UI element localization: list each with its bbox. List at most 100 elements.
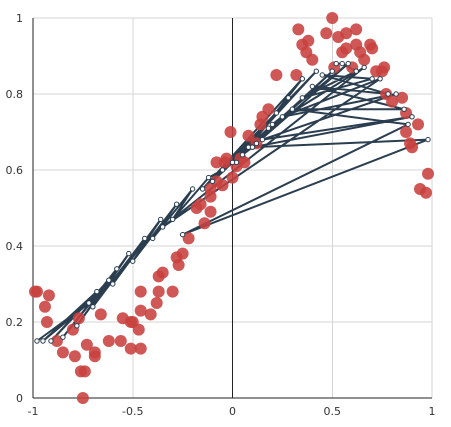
- scatter-point: [94, 308, 107, 321]
- curve-marker: [385, 91, 391, 97]
- curve-marker: [239, 152, 246, 158]
- scatter-point: [216, 179, 229, 192]
- curve-marker: [199, 186, 206, 192]
- scatter-point: [386, 95, 399, 108]
- scatter-point: [124, 342, 137, 355]
- curve-marker: [34, 338, 40, 344]
- x-tick-label: -1: [28, 405, 39, 418]
- curve-marker: [401, 106, 407, 112]
- scatter-point: [50, 335, 63, 347]
- scatter-point: [262, 103, 275, 116]
- curve-marker: [157, 216, 164, 223]
- scatter-point: [306, 53, 319, 66]
- scatter-point: [340, 27, 353, 40]
- scatter-point: [150, 297, 163, 309]
- scatter-point: [358, 53, 371, 66]
- scatter-point: [326, 12, 339, 24]
- curve-marker: [150, 235, 156, 242]
- x-tick-label: 0.5: [324, 405, 342, 418]
- curve-marker: [86, 300, 92, 306]
- y-tick-label: 1: [16, 12, 23, 25]
- curve-marker: [409, 114, 415, 120]
- curve-marker: [94, 288, 100, 295]
- curve-marker: [142, 235, 148, 242]
- curve-marker: [106, 277, 112, 283]
- curve-marker: [126, 250, 132, 257]
- curve-marker: [329, 68, 335, 74]
- curve-marker: [405, 121, 411, 128]
- curve-marker: [110, 281, 116, 287]
- scatter-point: [134, 342, 147, 355]
- scatter-point: [400, 126, 413, 138]
- curve-marker: [219, 167, 226, 173]
- x-tick-label: 0: [229, 405, 236, 418]
- scatter-point: [176, 247, 189, 260]
- scatter-point: [350, 23, 363, 36]
- curve-marker: [313, 68, 319, 74]
- scatter-point: [114, 335, 127, 347]
- curve-marker: [229, 159, 236, 166]
- curve-marker: [205, 174, 212, 181]
- scatter-point: [302, 34, 315, 47]
- scatter-point: [80, 338, 93, 351]
- scatter-point: [72, 312, 85, 325]
- scatter-point: [270, 69, 283, 81]
- curve-marker: [189, 186, 196, 192]
- scatter-point: [224, 126, 237, 138]
- scatter-point: [204, 205, 217, 218]
- x-axis-ticks: -1 -0.5 0 0.5 1: [28, 405, 436, 418]
- scatter-point: [40, 316, 53, 328]
- curve-marker: [353, 68, 359, 74]
- scatter-series: [28, 12, 435, 404]
- scatter-point: [88, 346, 101, 359]
- scatter-point: [340, 42, 353, 55]
- curve-marker: [361, 64, 367, 71]
- y-tick-label: 0.6: [6, 164, 24, 177]
- curve-marker: [74, 323, 80, 329]
- curve-marker: [253, 140, 260, 147]
- curve-marker: [265, 125, 272, 131]
- scatter-point: [134, 285, 147, 298]
- curve-marker: [319, 72, 325, 78]
- scatter-point: [76, 392, 89, 404]
- curve-marker: [393, 91, 399, 97]
- y-axis-ticks: 0 0.2 0.4 0.6 0.8 1: [6, 12, 24, 405]
- scatter-point: [78, 365, 91, 378]
- scatter-point: [152, 285, 165, 298]
- y-tick-label: 0.2: [6, 316, 24, 329]
- curve-marker: [333, 60, 339, 67]
- scatter-point: [378, 61, 391, 74]
- x-tick-label: 1: [429, 405, 436, 418]
- scatter-point: [420, 186, 433, 199]
- scatter-point: [366, 42, 379, 55]
- scatter-point: [396, 91, 409, 104]
- scatter-point: [30, 285, 43, 298]
- y-tick-label: 0.4: [6, 240, 24, 253]
- curve-marker: [345, 60, 351, 67]
- scatter-point: [194, 198, 207, 211]
- curve-marker: [179, 231, 186, 238]
- scatter-point: [292, 23, 305, 36]
- axes: [32, 18, 432, 399]
- curve-marker: [40, 338, 46, 344]
- scatter-point: [102, 335, 115, 347]
- scatter-point: [156, 266, 169, 279]
- scatter-point: [412, 118, 425, 131]
- y-tick-label: 0.8: [6, 88, 24, 101]
- curve-marker: [299, 76, 306, 82]
- curve-marker: [90, 304, 96, 310]
- curve-marker: [173, 201, 180, 207]
- curve-marker: [273, 110, 280, 116]
- curve-marker: [159, 224, 166, 230]
- scatter-point: [320, 27, 333, 40]
- scatter-point: [226, 171, 239, 184]
- curve-marker: [269, 121, 276, 128]
- curve-marker: [289, 106, 296, 112]
- curve-marker: [285, 95, 292, 101]
- curve-marker: [114, 266, 120, 272]
- scatter-point: [38, 300, 51, 313]
- scatter-point: [238, 156, 251, 169]
- scatter-point: [220, 152, 233, 165]
- curve-marker: [169, 216, 176, 223]
